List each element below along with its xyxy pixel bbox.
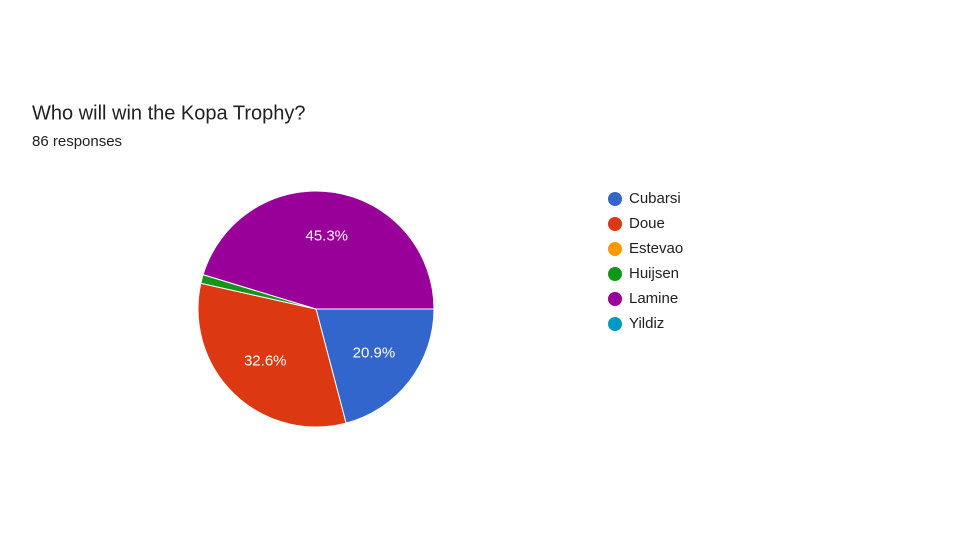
data-label: 32.6% bbox=[244, 353, 287, 370]
legend-label: Yildiz bbox=[629, 315, 664, 332]
legend-swatch bbox=[608, 267, 622, 281]
pie-slice bbox=[197, 282, 347, 428]
legend-swatch bbox=[608, 242, 622, 256]
legend-label: Lamine bbox=[629, 290, 678, 307]
legend-swatch bbox=[608, 217, 622, 231]
pie-slice bbox=[315, 308, 435, 424]
data-label: 45.3% bbox=[305, 228, 348, 245]
legend-label: Estevao bbox=[629, 240, 683, 257]
legend-label: Doue bbox=[629, 215, 665, 232]
data-label: 20.9% bbox=[353, 345, 396, 362]
legend-label: Huijsen bbox=[629, 265, 679, 282]
legend-swatch bbox=[608, 192, 622, 206]
chart-subtitle: 86 responses bbox=[32, 133, 122, 150]
legend-swatch bbox=[608, 317, 622, 331]
chart-title: Who will win the Kopa Trophy? bbox=[32, 102, 305, 124]
legend-swatch bbox=[608, 292, 622, 306]
pie-slice bbox=[202, 190, 435, 310]
legend-label: Cubarsi bbox=[629, 190, 681, 207]
